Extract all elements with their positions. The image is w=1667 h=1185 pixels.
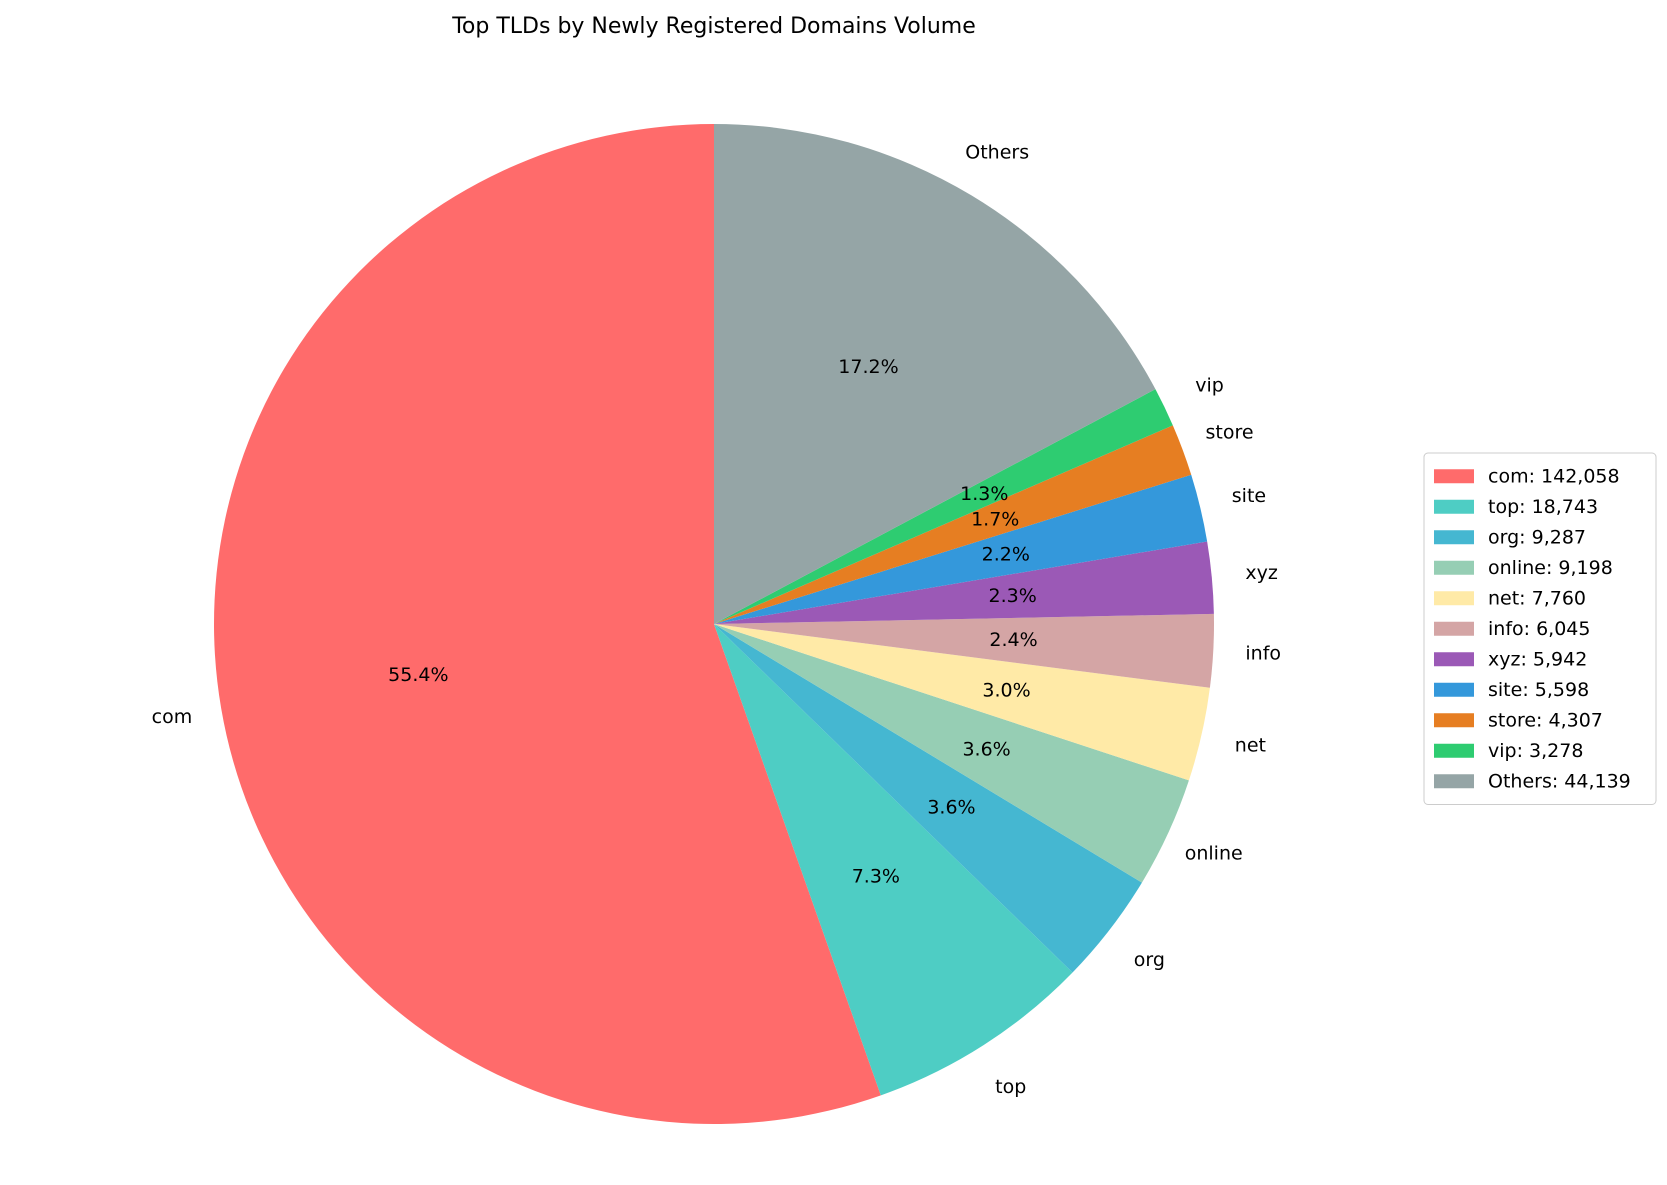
legend-label-store: store: 4,307	[1488, 709, 1603, 731]
pie-slice-top	[714, 624, 1073, 1096]
legend-label-top: top: 18,743	[1488, 496, 1598, 518]
legend-swatch-info	[1434, 621, 1474, 636]
slice-label-store: store	[1206, 421, 1254, 443]
pct-label-online: 3.6%	[962, 738, 1010, 760]
pct-label-others: 17.2%	[838, 356, 898, 378]
percentage-labels: 55.4% 7.3% 3.6% 3.6% 3.0% 2.4% 2.3% 2.2% 1.7% 1.3…	[388, 356, 1038, 888]
legend-label-online: online: 9,198	[1488, 557, 1613, 579]
pie-slice-site	[714, 474, 1208, 624]
pct-label-com: 55.4%	[388, 664, 448, 686]
pct-label-vip: 1.3%	[960, 483, 1008, 505]
pie-slice-info	[714, 613, 1214, 688]
pie-slice-com	[214, 124, 881, 1124]
pct-label-info: 2.4%	[989, 629, 1037, 651]
legend-swatch-online	[1434, 560, 1474, 575]
slice-label-others: Others	[965, 142, 1029, 164]
legend-frame	[1423, 452, 1657, 805]
legend-swatch-xyz	[1434, 652, 1474, 667]
slice-label-xyz: xyz	[1245, 562, 1277, 584]
legend-swatch-site	[1434, 682, 1474, 697]
pie-slice-org	[714, 624, 1142, 973]
pct-label-xyz: 2.3%	[989, 585, 1037, 607]
slice-label-info: info	[1245, 643, 1281, 665]
pie-slice-xyz	[714, 541, 1214, 624]
slice-label-online: online	[1185, 843, 1243, 865]
legend-swatch-com	[1434, 469, 1474, 484]
pie-slice-others	[714, 124, 1156, 624]
pct-label-site: 2.2%	[982, 543, 1030, 565]
legend-label-others: Others: 44,139	[1488, 770, 1631, 792]
slice-label-org: org	[1134, 949, 1165, 971]
legend-label-vip: vip: 3,278	[1488, 740, 1583, 762]
legend: com: 142,058 top: 18,743 org: 9,287 online:…	[1423, 452, 1657, 805]
legend-swatch-store	[1434, 713, 1474, 728]
legend-label-net: net: 7,760	[1488, 587, 1586, 609]
slice-label-top: top	[995, 1076, 1026, 1098]
slice-labels: com top org online net info xyz site store vip Oth…	[152, 142, 1281, 1099]
legend-swatch-top	[1434, 499, 1474, 514]
pct-label-top: 7.3%	[852, 866, 900, 888]
legend-label-site: site: 5,598	[1488, 679, 1589, 701]
legend-swatch-vip	[1434, 743, 1474, 758]
legend-swatch-net	[1434, 591, 1474, 606]
slice-label-com: com	[152, 706, 193, 728]
legend-label-info: info: 6,045	[1488, 618, 1590, 640]
pct-label-org: 3.6%	[927, 796, 975, 818]
legend-label-com: com: 142,058	[1488, 465, 1620, 487]
chart-title: Top TLDs by Newly Registered Domains Vol…	[451, 14, 976, 39]
slice-label-vip: vip	[1195, 374, 1224, 396]
legend-swatch-others	[1434, 774, 1474, 789]
legend-label-org: org: 9,287	[1488, 526, 1586, 548]
pie-slice-store	[714, 425, 1192, 624]
pie-slice-net	[714, 624, 1210, 781]
legend-label-xyz: xyz: 5,942	[1488, 648, 1587, 670]
legend-swatch-org	[1434, 530, 1474, 545]
pct-label-net: 3.0%	[982, 679, 1030, 701]
pct-label-store: 1.7%	[971, 508, 1019, 530]
slice-label-site: site	[1232, 485, 1266, 507]
pie-slices	[214, 124, 1214, 1124]
pie-slice-vip	[714, 389, 1173, 624]
pie-slice-online	[714, 624, 1189, 883]
slice-label-net: net	[1235, 735, 1266, 757]
